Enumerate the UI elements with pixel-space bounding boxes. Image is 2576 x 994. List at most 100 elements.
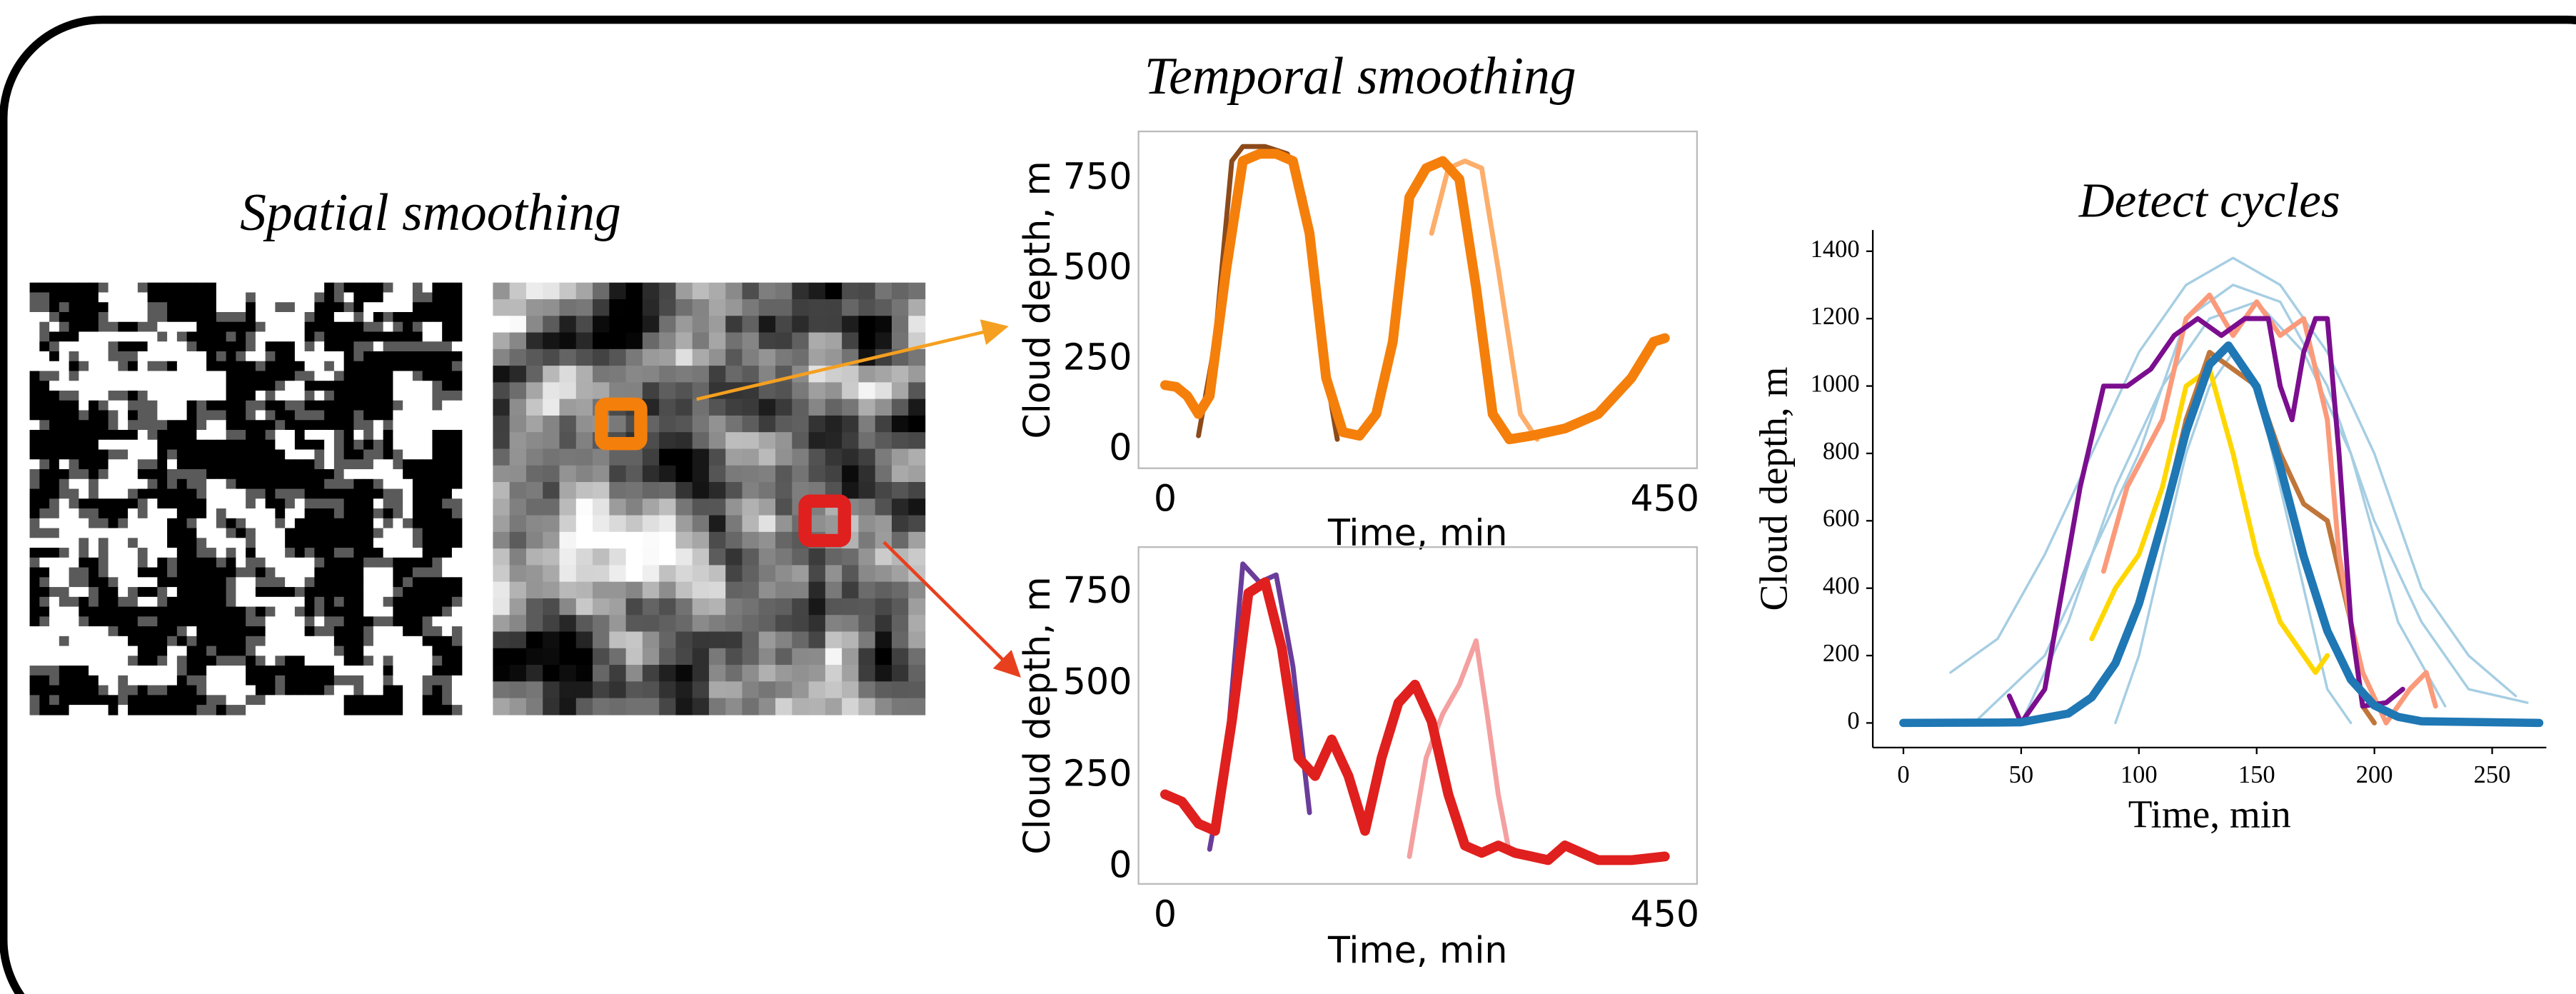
image-pixel [642,316,660,333]
image-pixel [363,459,374,470]
image-pixel [167,606,178,618]
image-pixel [314,705,325,716]
image-pixel [825,366,842,383]
image-pixel [509,698,527,716]
image-pixel [343,646,355,657]
image-pixel [147,341,159,352]
image-pixel [157,557,168,568]
image-pixel [875,565,892,583]
image-pixel [343,518,355,529]
image-pixel [808,332,826,350]
image-pixel [157,488,168,499]
image-pixel [875,382,892,400]
image-pixel [79,548,89,558]
image-pixel [98,587,109,598]
image-pixel [403,705,413,716]
image-pixel [509,598,527,616]
image-pixel [559,415,577,433]
image-pixel [265,508,276,519]
image-pixel [118,587,129,598]
image-pixel [625,366,643,383]
image-pixel [216,518,227,529]
image-pixel [493,366,510,383]
image-pixel [246,606,256,618]
image-pixel [206,439,217,451]
image-pixel [725,432,743,450]
image-pixel [196,548,207,558]
image-pixel [808,299,826,316]
image-pixel [206,528,217,539]
image-pixel [343,341,355,352]
image-pixel [176,587,188,598]
image-pixel [393,498,403,509]
image-pixel [108,410,119,421]
image-pixel [98,341,109,352]
image-pixel [206,469,217,480]
image-pixel [186,478,198,490]
x-tick-label: 0 [1154,477,1177,519]
image-pixel [226,410,237,421]
image-pixel [825,465,842,483]
image-pixel [98,567,109,578]
image-pixel [393,636,403,647]
image-pixel [59,675,70,686]
image-pixel [422,488,433,499]
image-pixel [758,548,776,566]
image-pixel [137,616,149,627]
image-pixel [575,531,593,549]
image-pixel [343,302,355,313]
image-pixel [509,465,527,483]
image-pixel [255,351,266,362]
image-pixel [393,538,403,548]
image-pixel [775,548,793,566]
image-pixel [432,351,443,362]
image-pixel [314,282,325,293]
image-pixel [333,518,345,529]
image-pixel [186,439,198,451]
image-pixel [858,515,876,533]
image-pixel [432,606,443,618]
image-pixel [157,410,168,421]
image-pixel [432,430,443,441]
image-pixel [353,410,364,421]
image-pixel [412,341,423,352]
image-pixel [575,432,593,450]
image-pixel [675,366,693,383]
image-pixel [314,469,325,480]
image-pixel [108,478,119,490]
image-pixel [692,432,710,450]
image-pixel [432,685,443,696]
image-pixel [246,695,256,706]
image-pixel [275,548,286,558]
image-pixel [363,596,374,608]
image-pixel [412,361,423,372]
image-pixel [226,675,237,686]
image-pixel [403,361,413,372]
image-pixel [49,567,60,578]
image-pixel [265,685,276,696]
image-pixel [108,666,119,676]
image-pixel [196,705,207,716]
image-pixel [442,391,453,401]
image-pixel [49,528,60,539]
image-pixel [186,646,198,657]
image-pixel [216,478,227,490]
image-pixel [246,420,256,431]
image-pixel [891,665,909,683]
image-pixel [659,631,677,649]
image-pixel [79,587,89,598]
image-pixel [226,439,237,451]
image-pixel [742,548,760,566]
image-pixel [275,498,286,509]
image-pixel [493,282,510,300]
image-pixel [108,420,119,431]
image-pixel [304,478,316,490]
image-pixel [128,420,139,431]
image-pixel [246,518,256,529]
image-pixel [825,316,842,333]
image-pixel [412,391,423,401]
image-pixel [758,465,776,483]
image-pixel [725,698,743,716]
image-pixel [137,341,149,352]
image-pixel [128,459,139,470]
